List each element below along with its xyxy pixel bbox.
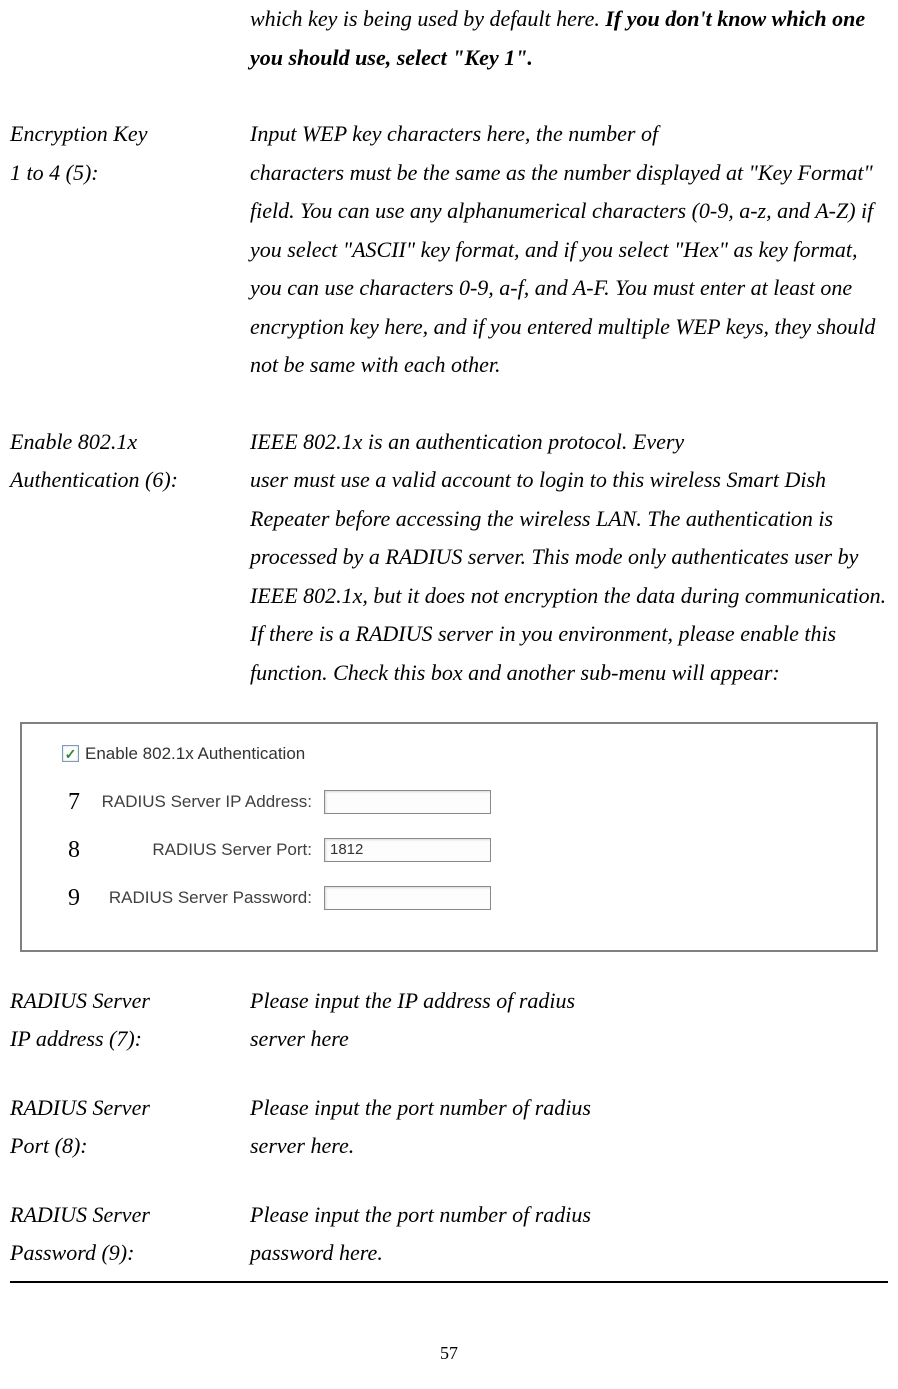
row-number: 8 (62, 829, 80, 871)
desc-line1: Please input the port number of radius (250, 1196, 888, 1235)
row-number: 7 (62, 781, 80, 823)
desc-line2: password here. (250, 1234, 888, 1273)
radius-port-input[interactable]: 1812 (324, 838, 491, 862)
label-line2: Authentication (6): (10, 461, 250, 500)
radius-password-input[interactable] (324, 886, 491, 910)
enable-8021x-checkbox-row: ✓ Enable 802.1x Authentication (62, 739, 856, 769)
radius-ip-row: 7 RADIUS Server IP Address: (62, 781, 856, 823)
radius-ip-input[interactable] (324, 790, 491, 814)
check-icon: ✓ (65, 747, 77, 761)
top-fragment: which key is being used by default here.… (10, 0, 888, 77)
label-line2: Port (8): (10, 1127, 250, 1166)
enable-8021x-checkbox[interactable]: ✓ (62, 745, 79, 762)
desc-line2: server here (250, 1020, 888, 1059)
section-radius-password: RADIUS Server Password (9): Please input… (10, 1196, 888, 1273)
label-line1: RADIUS Server (10, 1196, 250, 1235)
desc-line1: IEEE 802.1x is an authentication protoco… (250, 423, 888, 462)
label-line1: Encryption Key (10, 115, 250, 154)
frag-bold1: If you don't know (605, 6, 766, 31)
label-line1: Enable 802.1x (10, 423, 250, 462)
label-line2: IP address (7): (10, 1020, 250, 1059)
radius-password-label: RADIUS Server Password: (82, 883, 312, 913)
desc-line1: Please input the IP address of radius (250, 982, 888, 1021)
radius-ip-label: RADIUS Server IP Address: (82, 787, 312, 817)
checkbox-label: Enable 802.1x Authentication (85, 739, 305, 769)
radius-port-row: 8 RADIUS Server Port: 1812 (62, 829, 856, 871)
section-radius-ip: RADIUS Server IP address (7): Please inp… (10, 982, 888, 1059)
label-line1: RADIUS Server (10, 982, 250, 1021)
label-line2: Password (9): (10, 1234, 250, 1273)
desc-rest: user must use a valid account to login t… (250, 461, 888, 692)
footer-divider (10, 1281, 888, 1283)
section-enable-8021x: Enable 802.1x Authentication (6): IEEE 8… (10, 423, 888, 693)
radius-password-row: 9 RADIUS Server Password: (62, 877, 856, 919)
desc-rest: characters must be the same as the numbe… (250, 154, 888, 385)
embedded-settings-panel: ✓ Enable 802.1x Authentication 7 RADIUS … (20, 722, 878, 952)
desc-line2: server here. (250, 1127, 888, 1166)
desc-line1: Input WEP key characters here, the numbe… (250, 115, 888, 154)
frag-plain: which key is being used by default here. (250, 6, 605, 31)
section-encryption-key: Encryption Key 1 to 4 (5): Input WEP key… (10, 115, 888, 385)
row-number: 9 (62, 877, 80, 919)
section-radius-port: RADIUS Server Port (8): Please input the… (10, 1089, 888, 1166)
page-number: 57 (10, 1338, 888, 1370)
label-line1: RADIUS Server (10, 1089, 250, 1128)
radius-port-label: RADIUS Server Port: (82, 835, 312, 865)
label-line2: 1 to 4 (5): (10, 154, 250, 193)
desc-line1: Please input the port number of radius (250, 1089, 888, 1128)
